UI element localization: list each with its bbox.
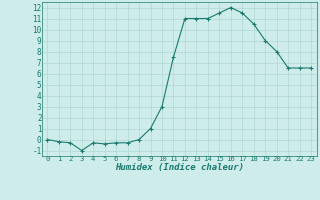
X-axis label: Humidex (Indice chaleur): Humidex (Indice chaleur) xyxy=(115,163,244,172)
